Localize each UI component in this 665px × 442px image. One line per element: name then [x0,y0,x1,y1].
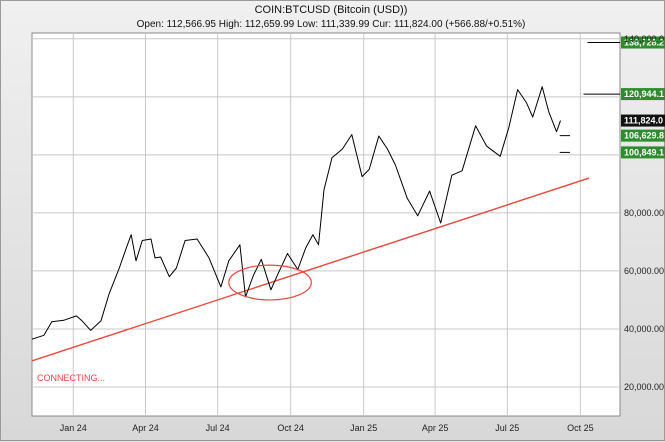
x-tick-label: Jul 24 [206,423,230,433]
price-badge [621,114,665,127]
ohlc-cur-value: 111,824.00 [394,19,443,30]
price-badge-label: 106,629.8 [624,131,664,141]
x-tick-label: Jul 25 [495,423,519,433]
price-badge [621,129,665,142]
price-badge [621,146,665,159]
x-tick-label: Apr 24 [132,423,159,433]
price-badge-label: 111,824.0 [624,116,663,126]
price-badge [621,36,665,49]
x-tick-label: Apr 25 [422,423,449,433]
y-tick-label: 20,000.00 [624,382,664,392]
x-tick-label: Oct 24 [277,423,304,433]
y-tick-label: 60,000.00 [624,266,664,276]
ohlc-high-label: High: [219,19,242,30]
y-tick-label: 40,000.00 [624,324,664,334]
price-badge [621,88,665,101]
ohlc-open-value: 112,566.95 [167,19,217,30]
plot-area [31,32,621,417]
ohlc-readout: Open: 112,566.95 High: 112,659.99 Low: 1… [137,19,526,30]
ohlc-cur-label: Cur: [372,19,391,30]
y-tick-label: 140,000.0 [624,34,664,44]
price-badge-label: 120,944.1 [624,89,664,99]
price-badge-label: 138,728.2 [624,37,664,47]
ohlc-open-label: Open: [137,19,164,30]
y-tick-label: 80,000.00 [624,208,664,218]
connecting-note: CONNECTING... [37,373,105,383]
ohlc-high-value: 112,659.99 [245,19,295,30]
ohlc-low-value: 111,339.99 [321,19,370,30]
ohlc-low-label: Low: [297,19,318,30]
trendline [32,177,590,362]
price-badge-label: 100,849.1 [624,147,664,157]
ohlc-change: (+566.88/+0.51%) [445,19,525,30]
x-tick-label: Jan 24 [60,423,87,433]
price-series-line [32,86,561,340]
chart-title: COIN:BTCUSD (Bitcoin (USD)) [255,4,408,16]
x-tick-label: Jan 25 [350,423,377,433]
x-tick-label: Oct 25 [567,423,594,433]
highlight-ellipse [228,264,312,301]
